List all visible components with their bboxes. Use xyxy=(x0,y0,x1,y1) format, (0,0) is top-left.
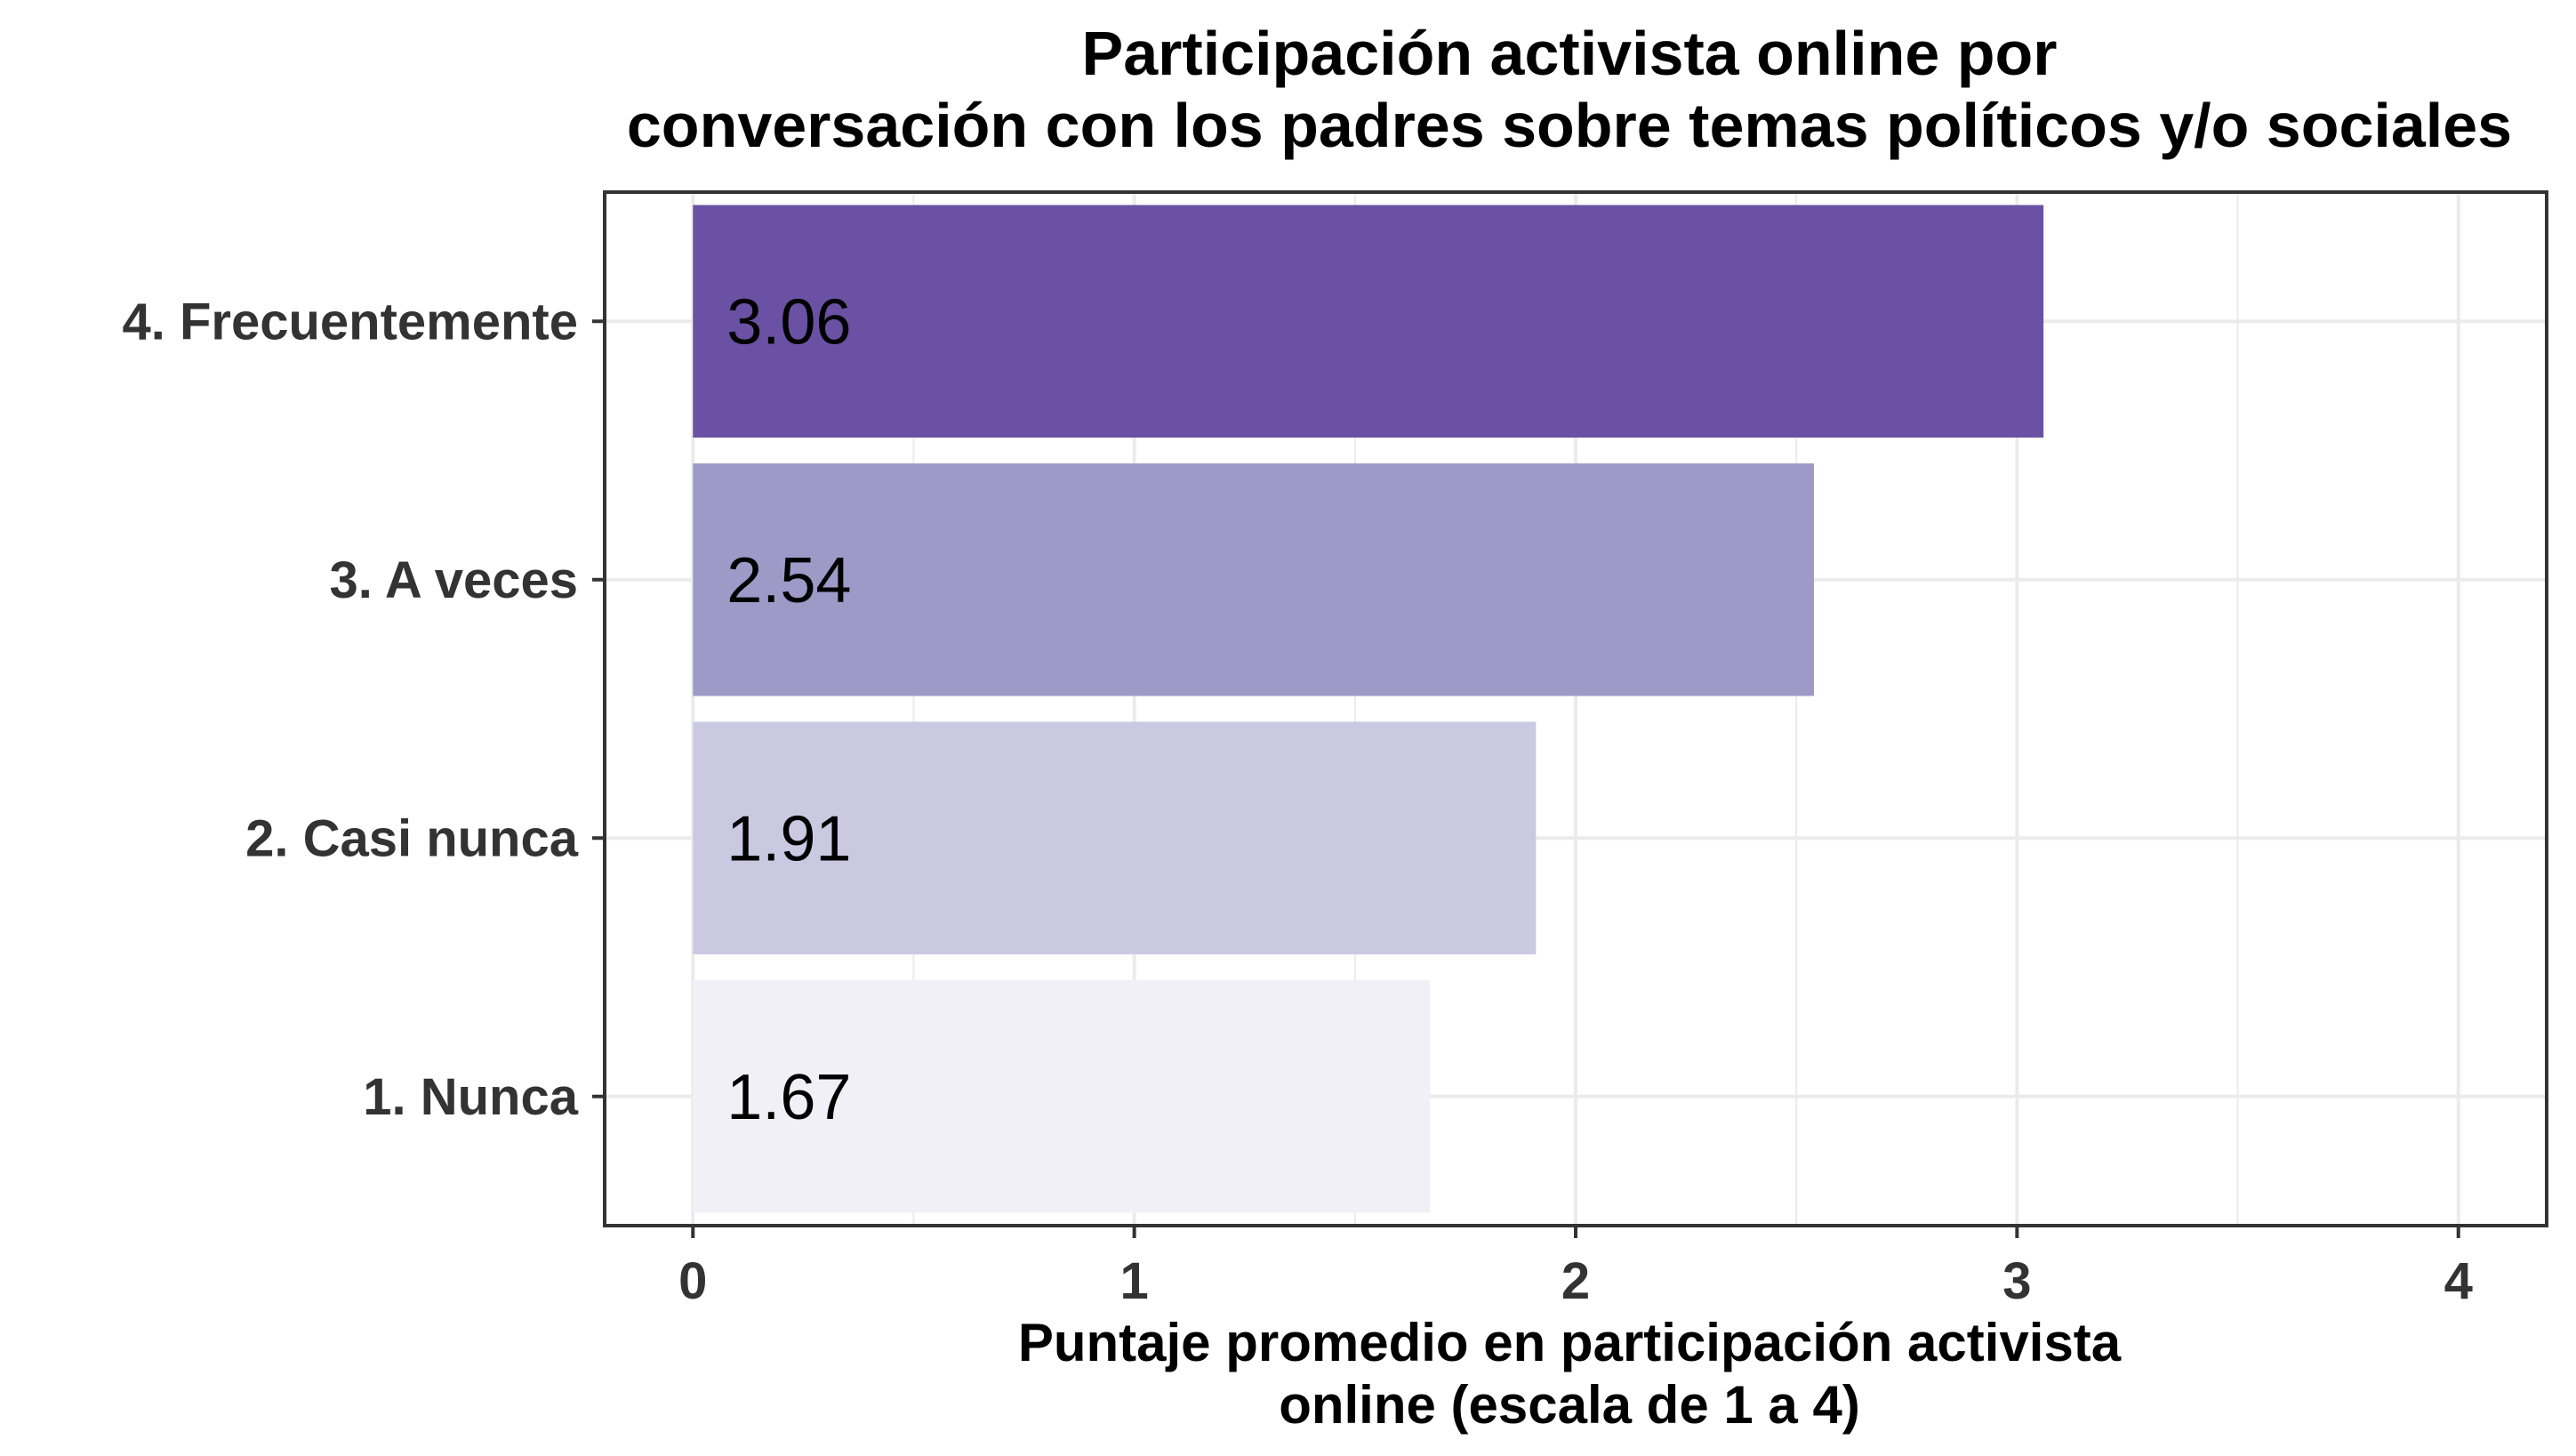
x-axis-title-line-1: Puntaje promedio en participación activi… xyxy=(1018,1313,2122,1372)
x-axis-tick-label: 1 xyxy=(1120,1252,1149,1310)
bar-value-label: 1.67 xyxy=(726,1062,851,1133)
chart-title-line-2: conversación con los padres sobre temas … xyxy=(627,91,2512,160)
x-axis-title-line-2: online (escala de 1 a 4) xyxy=(1279,1375,1860,1435)
bar-value-label: 3.06 xyxy=(726,286,851,358)
x-axis-tick-label: 0 xyxy=(678,1252,707,1310)
bar xyxy=(693,463,1815,696)
bar xyxy=(693,205,2044,438)
y-axis-category-label: 1. Nunca xyxy=(363,1068,578,1126)
y-axis-category-label: 3. A veces xyxy=(330,551,578,609)
bar xyxy=(693,721,1537,954)
x-axis-tick-label: 2 xyxy=(1561,1252,1590,1310)
chart-title-line-1: Participación activista online por xyxy=(1082,19,2058,88)
bar-value-label: 1.91 xyxy=(726,803,851,874)
tick-layer: 4. Frecuentemente 3. A veces 2. Casi nunca… xyxy=(122,293,2472,1310)
bar xyxy=(693,980,1431,1213)
y-axis-category-label: 2. Casi nunca xyxy=(245,809,579,867)
x-axis-tick-label: 4 xyxy=(2444,1252,2473,1310)
x-axis-tick-label: 3 xyxy=(2002,1252,2031,1310)
bar-value-label: 2.54 xyxy=(726,545,851,616)
bar-layer: 3.06 2.54 1.91 1.67 xyxy=(693,205,2044,1213)
y-axis-category-label: 4. Frecuentemente xyxy=(122,293,578,350)
